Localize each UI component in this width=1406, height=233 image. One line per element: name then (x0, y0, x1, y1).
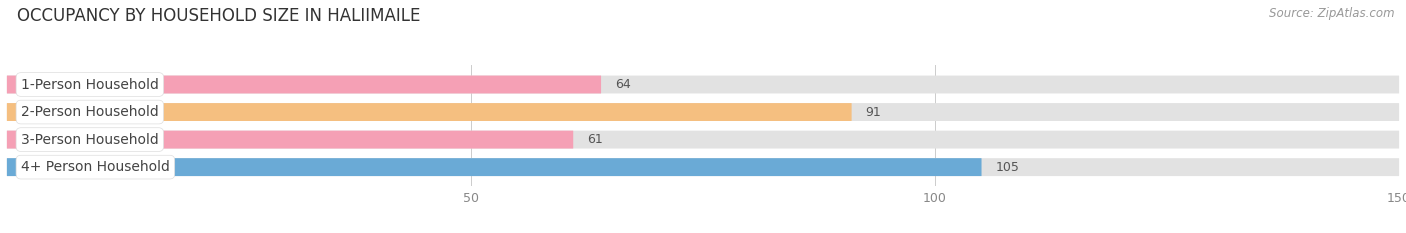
Text: 2-Person Household: 2-Person Household (21, 105, 159, 119)
Text: 61: 61 (588, 133, 603, 146)
FancyBboxPatch shape (7, 75, 1399, 93)
FancyBboxPatch shape (7, 103, 1399, 121)
Text: Source: ZipAtlas.com: Source: ZipAtlas.com (1270, 7, 1395, 20)
FancyBboxPatch shape (7, 158, 1399, 176)
Text: 64: 64 (614, 78, 631, 91)
Text: 4+ Person Household: 4+ Person Household (21, 160, 170, 174)
FancyBboxPatch shape (7, 131, 574, 149)
Text: 1-Person Household: 1-Person Household (21, 78, 159, 92)
FancyBboxPatch shape (7, 131, 1399, 149)
Text: 105: 105 (995, 161, 1019, 174)
FancyBboxPatch shape (7, 103, 852, 121)
Text: OCCUPANCY BY HOUSEHOLD SIZE IN HALIIMAILE: OCCUPANCY BY HOUSEHOLD SIZE IN HALIIMAIL… (17, 7, 420, 25)
Text: 91: 91 (866, 106, 882, 119)
Text: 3-Person Household: 3-Person Household (21, 133, 159, 147)
FancyBboxPatch shape (7, 158, 981, 176)
FancyBboxPatch shape (7, 75, 600, 93)
